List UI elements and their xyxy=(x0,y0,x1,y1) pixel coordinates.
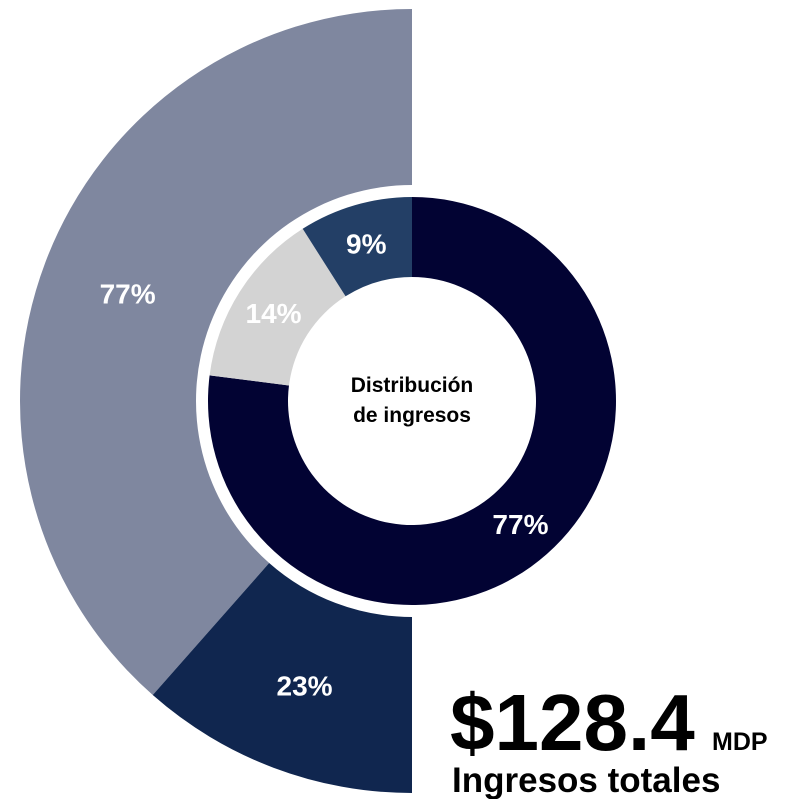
data-label: 14% xyxy=(246,298,302,329)
data-label: 77% xyxy=(492,509,548,540)
donut-segment xyxy=(209,228,346,386)
donut-segment xyxy=(208,197,616,605)
center-label: Distribución xyxy=(351,374,474,397)
total-label: Ingresos totales xyxy=(452,761,720,799)
total-value: $128.4 xyxy=(450,678,695,767)
donut-segment xyxy=(302,197,412,297)
donut-segment xyxy=(152,563,412,793)
data-label: 9% xyxy=(346,229,387,260)
donut-segment xyxy=(20,9,413,696)
center-label: de ingresos xyxy=(353,404,471,427)
data-label: 77% xyxy=(100,279,156,310)
total-unit: MDP xyxy=(712,728,768,756)
data-label: 23% xyxy=(277,670,333,701)
